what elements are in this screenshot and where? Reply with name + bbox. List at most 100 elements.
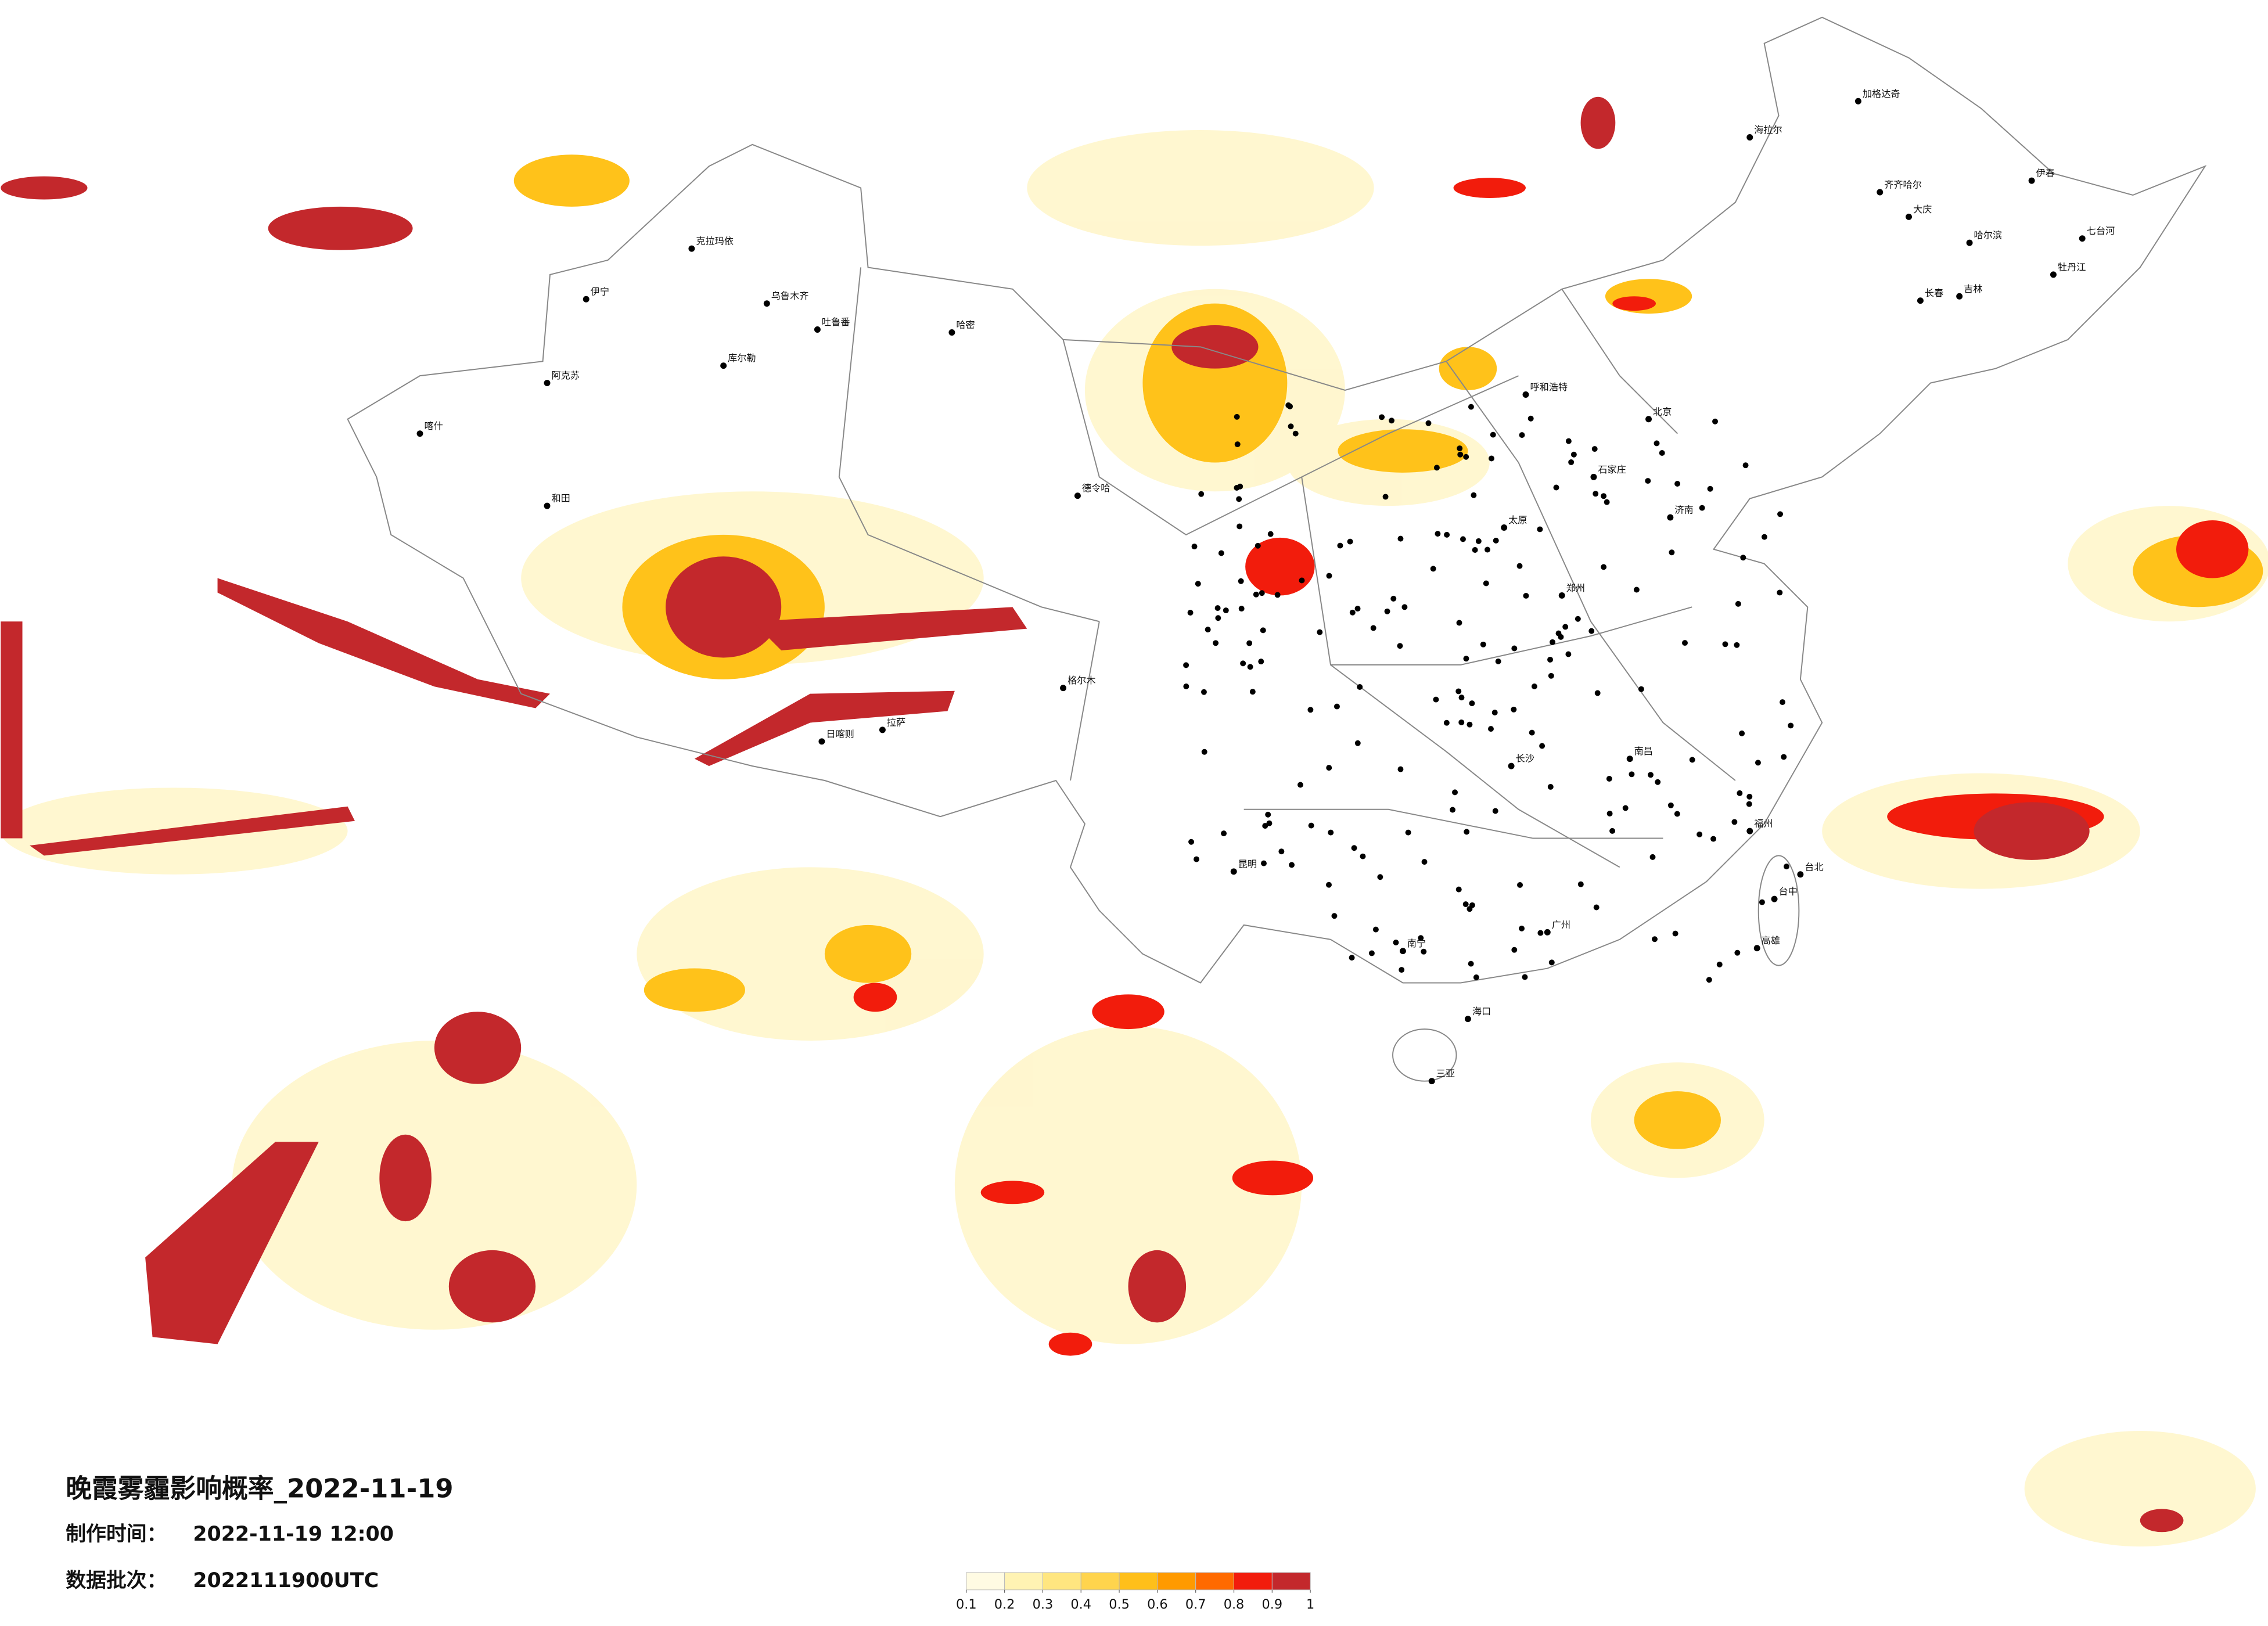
station-dot <box>1468 404 1474 410</box>
station-dot <box>1266 820 1273 826</box>
station-dot <box>1299 577 1305 584</box>
station-dot <box>1334 703 1340 710</box>
station-dot <box>1354 740 1361 746</box>
station-dot <box>1261 860 1267 866</box>
station-dot <box>1458 719 1465 725</box>
station-dot <box>1194 856 1199 862</box>
legend-swatch <box>1195 1572 1235 1591</box>
station-dot <box>1390 595 1397 602</box>
legend-tick-label: 0.9 <box>1262 1597 1283 1612</box>
city-dot <box>1746 134 1753 141</box>
station-dot <box>1699 505 1705 511</box>
station-dot <box>1221 830 1227 837</box>
station-dot <box>1308 822 1314 829</box>
station-dot <box>1247 664 1253 670</box>
data-batch-value: 2022111900UTC <box>193 1569 379 1592</box>
city-label: 库尔勒 <box>728 352 756 364</box>
station-dot <box>1645 478 1651 484</box>
station-dot <box>1781 754 1787 760</box>
station-dot <box>1464 829 1470 835</box>
station-dot <box>1218 550 1224 556</box>
station-dot <box>1593 904 1600 911</box>
station-dot <box>1401 604 1408 610</box>
city-label: 广州 <box>1552 919 1570 930</box>
station-dot <box>1405 829 1411 836</box>
station-dot <box>1354 606 1361 612</box>
city-dot <box>583 296 590 303</box>
station-dot <box>1491 710 1498 715</box>
station-dot <box>1397 766 1404 772</box>
station-dot <box>1755 760 1761 766</box>
legend-tick-label: 0.4 <box>1070 1597 1091 1612</box>
station-dot <box>1433 696 1439 703</box>
city-dot <box>1522 391 1529 398</box>
station-dot <box>1622 805 1629 811</box>
station-dot <box>1457 451 1464 458</box>
station-dot <box>1511 645 1518 652</box>
station-dot <box>1357 684 1363 690</box>
station-dot <box>1784 864 1789 870</box>
station-dot <box>1674 481 1681 487</box>
city-label: 喀什 <box>424 420 443 431</box>
station-dot <box>1249 689 1256 695</box>
city-dot <box>1966 239 1973 246</box>
city-label: 海口 <box>1472 1006 1491 1017</box>
station-dot <box>1734 949 1741 956</box>
station-dot <box>1523 592 1529 599</box>
station-dot <box>1669 549 1675 556</box>
legend-tick-label: 1 <box>1306 1597 1314 1612</box>
station-dot <box>1287 403 1293 409</box>
city-label: 吐鲁番 <box>822 316 850 328</box>
station-dot <box>1716 961 1723 967</box>
city-dot <box>544 502 551 509</box>
city-dot <box>1956 293 1963 300</box>
station-dot <box>1265 811 1271 818</box>
city-dot <box>879 726 886 733</box>
station-dot <box>1389 418 1394 424</box>
station-dot <box>1493 537 1499 544</box>
station-dot <box>1259 590 1265 596</box>
station-dot <box>1198 491 1205 497</box>
legend-tick-label: 0.2 <box>994 1597 1015 1612</box>
station-dot <box>1274 592 1281 598</box>
station-dot <box>1689 757 1695 763</box>
station-dot <box>1652 936 1658 942</box>
city-label: 台中 <box>1779 886 1798 897</box>
city-dot <box>1501 524 1508 531</box>
station-dot <box>1547 783 1554 790</box>
station-dot <box>1443 720 1450 726</box>
station-dot <box>1201 749 1207 755</box>
station-dot <box>1399 967 1405 973</box>
station-dot <box>1511 706 1517 713</box>
station-dot <box>1393 940 1399 945</box>
station-dot <box>1742 462 1749 469</box>
legend-swatch <box>1080 1572 1120 1591</box>
station-dot <box>1601 493 1607 499</box>
station-dot <box>1421 859 1428 865</box>
station-dot <box>1707 485 1713 492</box>
station-dot <box>1349 955 1355 961</box>
legend-swatch <box>1271 1572 1311 1591</box>
station-dot <box>1537 930 1544 936</box>
city-dot <box>2050 271 2057 278</box>
station-dot <box>1213 640 1219 646</box>
station-dot <box>1706 977 1712 983</box>
station-dot <box>1397 643 1403 649</box>
station-dot <box>1458 695 1465 701</box>
station-dot <box>1468 961 1474 967</box>
station-dot <box>1788 722 1794 729</box>
station-dot <box>1452 789 1458 796</box>
station-dot <box>1483 580 1489 587</box>
station-dot <box>1638 686 1644 692</box>
station-dot <box>1740 555 1746 561</box>
station-dot <box>1462 901 1469 908</box>
station-dot <box>1722 641 1728 647</box>
station-dot <box>1655 779 1661 785</box>
station-dot <box>1188 839 1195 845</box>
station-dot <box>1267 531 1274 537</box>
station-dot <box>1240 660 1246 667</box>
station-dot <box>1260 627 1266 634</box>
legend: 0.1 0.2 0.3 0.4 0.5 0.6 0.7 0.8 0.9 1 <box>956 1572 1314 1612</box>
city-dot <box>688 245 695 252</box>
